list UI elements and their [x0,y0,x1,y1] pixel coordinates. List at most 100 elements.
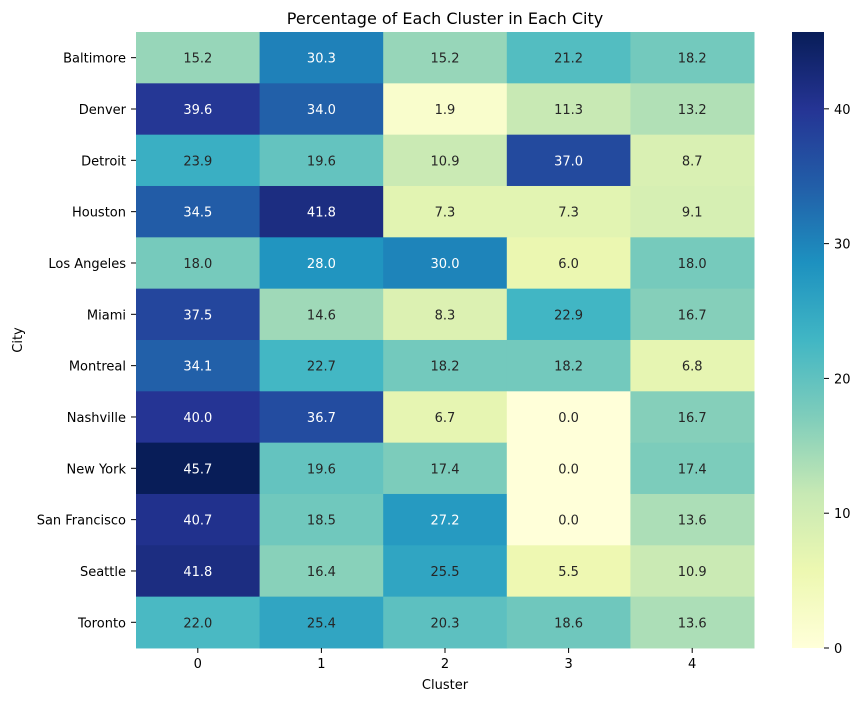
cell-value-label: 18.0 [183,257,212,272]
heatmap-cell [506,237,631,290]
cell-value-label: 18.2 [554,360,583,375]
cell-value-label: 17.4 [431,462,460,477]
cell-value-label: 37.0 [554,154,583,169]
heatmap-cell [383,237,508,290]
heatmap-cell [630,83,755,136]
heatmap-cell [630,493,755,546]
cell-value-label: 34.5 [183,206,212,221]
cell-value-label: 19.6 [307,154,336,169]
heatmap-cell [383,493,508,546]
heatmap-cell [630,32,755,84]
heatmap-cell [506,288,631,341]
y-tick-label: San Francisco [37,514,126,529]
colorbar-tick-label: 0 [834,642,842,657]
y-tick-label: Detroit [81,154,126,169]
x-tick-label: 2 [441,657,449,672]
heatmap-cell [136,493,261,546]
cell-value-label: 6.0 [558,257,579,272]
colorbar-ticks: 0 10 20 30 40 [824,103,851,657]
heatmap-cell [383,288,508,341]
heatmap-cell [136,32,261,84]
cell-value-label: 10.9 [431,154,460,169]
heatmap-cell [506,545,631,598]
y-tick-label: Montreal [69,360,126,375]
y-tick-label: Seattle [80,565,126,580]
cell-value-label: 40.7 [183,514,212,529]
cell-value-label: 34.1 [183,360,212,375]
chart-title: Percentage of Each Cluster in Each City [287,9,603,28]
cell-value-label: 0.0 [558,411,579,426]
cell-value-label: 18.2 [678,52,707,67]
cell-value-label: 37.5 [183,308,212,323]
heatmap-cell [136,185,261,238]
cell-value-label: 39.6 [183,103,212,118]
heatmap-cell [506,83,631,136]
cell-value-label: 6.7 [435,411,456,426]
cell-value-label: 21.2 [554,52,583,67]
cell-value-label: 18.0 [678,257,707,272]
y-tick-label: Los Angeles [48,257,126,272]
heatmap-cell [259,288,384,341]
cell-value-label: 45.7 [183,462,212,477]
y-tick-label: Miami [87,308,126,323]
cell-value-label: 19.6 [307,462,336,477]
y-tick-label: Baltimore [63,52,126,67]
cell-value-label: 22.9 [554,308,583,323]
cell-value-label: 1.9 [435,103,456,118]
cell-value-label: 15.2 [183,52,212,67]
x-axis-label: Cluster [422,678,469,693]
y-tick-label: Nashville [67,411,126,426]
heatmap-cell [506,32,631,84]
cell-value-label: 18.5 [307,514,336,529]
heatmap-cell [630,288,755,341]
cell-value-label: 16.4 [307,565,336,580]
heatmap-cell [383,442,508,495]
x-tick-label: 1 [317,657,325,672]
colorbar-tick-label: 10 [834,507,851,522]
y-tick-label: Houston [72,206,126,221]
heatmap-cell [383,339,508,392]
colorbar [792,32,824,648]
heatmap-cell [259,596,384,649]
cell-value-label: 25.4 [307,616,336,631]
colorbar-tick-label: 30 [834,238,851,253]
heatmap-cell [136,83,261,136]
heatmap-cell [506,134,631,187]
cell-value-label: 0.0 [558,462,579,477]
cell-value-label: 25.5 [431,565,460,580]
cell-value-label: 13.6 [678,616,707,631]
cell-value-label: 10.9 [678,565,707,580]
heatmap-cell [259,391,384,444]
heatmap-cell [383,32,508,84]
colorbar-tick-label: 20 [834,372,851,387]
cell-value-label: 18.2 [431,360,460,375]
cell-value-label: 16.7 [678,411,707,426]
x-tick-label: 0 [194,657,202,672]
cell-value-label: 0.0 [558,514,579,529]
y-tick-labels: Baltimore Denver Detroit Houston Los Angeles… [37,52,136,631]
x-tick-label: 3 [564,657,572,672]
cell-value-label: 41.8 [307,206,336,221]
heatmap-cell [383,83,508,136]
cell-value-label: 27.2 [431,514,460,529]
heatmap-cell [136,237,261,290]
heatmap-cell [136,288,261,341]
heatmap-cell [506,391,631,444]
cell-value-label: 36.7 [307,411,336,426]
cell-value-label: 30.0 [431,257,460,272]
cell-value-label: 13.6 [678,514,707,529]
cell-value-label: 40.0 [183,411,212,426]
heatmap-cell [630,339,755,392]
heatmap-cell [630,185,755,238]
heatmap-cell [506,185,631,238]
cell-value-label: 22.7 [307,360,336,375]
heatmap-cell [383,545,508,598]
heatmap-cell [506,493,631,546]
cell-value-label: 41.8 [183,565,212,580]
cell-value-label: 23.9 [183,154,212,169]
heatmap-cell [259,237,384,290]
heatmap-cell [383,185,508,238]
cell-value-label: 5.5 [558,565,579,580]
heatmap-cell [136,134,261,187]
